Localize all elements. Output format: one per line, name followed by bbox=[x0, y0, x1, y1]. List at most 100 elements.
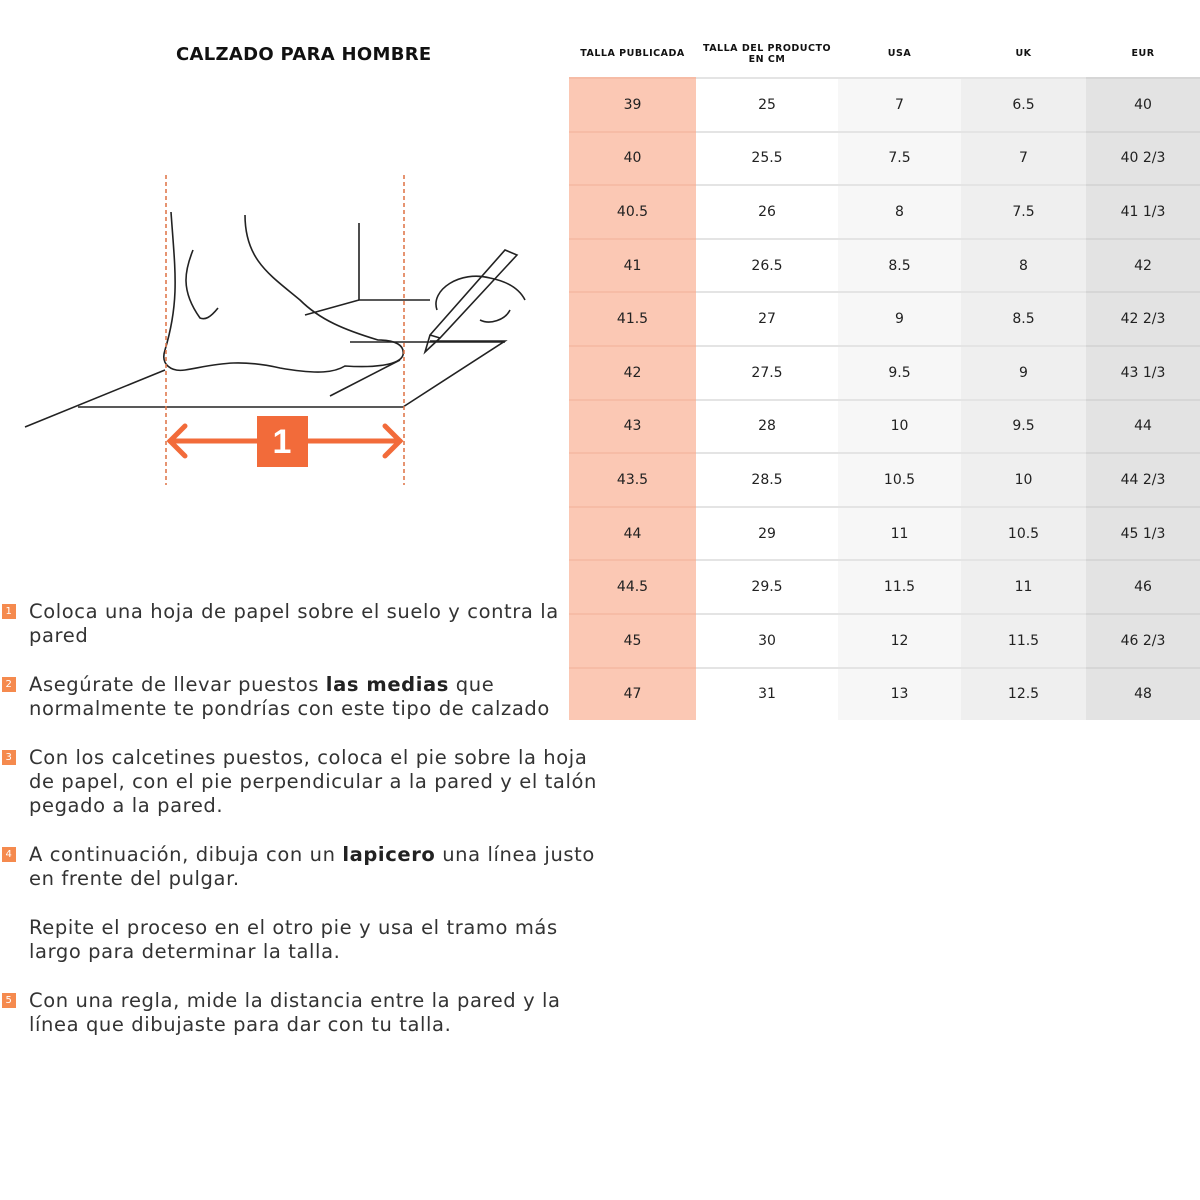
paper-sheet bbox=[78, 340, 508, 408]
table-cell: 26.5 bbox=[696, 237, 838, 293]
step-text: Asegúrate de llevar puestos bbox=[29, 673, 326, 696]
table-cell: 40 bbox=[1086, 77, 1200, 132]
table-row: 45 30 12 11.5 46 2/3 bbox=[569, 612, 1200, 668]
table-cell: 42 bbox=[1086, 237, 1200, 293]
page-title: CALZADO PARA HOMBRE bbox=[176, 44, 432, 65]
measure-badge-label: 1 bbox=[273, 423, 292, 461]
table-cell: 43 1/3 bbox=[1086, 344, 1200, 400]
table-cell: 7.5 bbox=[838, 130, 961, 186]
table-cell: 42 2/3 bbox=[1086, 291, 1200, 346]
table-cell: 7 bbox=[838, 77, 961, 132]
measure-badge bbox=[257, 416, 308, 467]
arrow-right-head bbox=[382, 423, 404, 459]
column-header: UK bbox=[1015, 48, 1032, 59]
table-cell: 11.5 bbox=[961, 612, 1086, 668]
step-text: Con los calcetines puestos, coloca el pi… bbox=[29, 746, 597, 817]
table-cell: 10 bbox=[961, 452, 1086, 507]
table-cell: 10.5 bbox=[838, 452, 961, 507]
step-text: Con una regla, mide la distancia entre l… bbox=[29, 989, 561, 1036]
step-number-badge: 5 bbox=[2, 993, 16, 1008]
wall-line bbox=[358, 223, 430, 301]
step-text: Repite el proceso en el otro pie y usa e… bbox=[29, 916, 558, 963]
table-cell: 7 bbox=[961, 130, 1086, 186]
table-cell: 42 bbox=[569, 344, 696, 400]
floor-line bbox=[24, 369, 166, 428]
step-number-badge: 2 bbox=[2, 677, 16, 692]
table-row: 43.5 28.5 10.5 10 44 2/3 bbox=[569, 452, 1200, 507]
column-header: TALLA DEL PRODUCTO EN CM bbox=[702, 42, 832, 65]
table-cell: 43 bbox=[569, 398, 696, 454]
step-emphasis: las medias bbox=[325, 673, 449, 696]
table-cell: 8.5 bbox=[838, 237, 961, 293]
table-cell: 25.5 bbox=[696, 130, 838, 186]
table-cell: 13 bbox=[838, 666, 961, 721]
table-cell: 11.5 bbox=[838, 559, 961, 614]
table-row: 47 31 13 12.5 48 bbox=[569, 666, 1200, 721]
step-text: que normalmente te pondrías con este tip… bbox=[29, 673, 550, 720]
table-row: 40 25.5 7.5 7 40 2/3 bbox=[569, 130, 1200, 186]
paper-edge bbox=[329, 359, 401, 397]
table-cell: 27.5 bbox=[696, 344, 838, 400]
table-cell: 44 bbox=[1086, 398, 1200, 454]
step-number-badge: 1 bbox=[2, 604, 16, 619]
column-header: TALLA PUBLICADA bbox=[580, 48, 685, 59]
table-cell: 45 1/3 bbox=[1086, 505, 1200, 561]
table-cell: 46 2/3 bbox=[1086, 612, 1200, 668]
table-cell: 44 2/3 bbox=[1086, 452, 1200, 507]
ankle-line bbox=[185, 249, 219, 320]
table-cell: 45 bbox=[569, 612, 696, 668]
table-cell: 48 bbox=[1086, 666, 1200, 721]
table-cell: 44 bbox=[569, 505, 696, 561]
table-cell: 40 2/3 bbox=[1086, 130, 1200, 186]
table-cell: 10.5 bbox=[961, 505, 1086, 561]
foot-outline bbox=[163, 211, 404, 373]
table-cell: 46 bbox=[1086, 559, 1200, 614]
table-row: 41.5 27 9 8.5 42 2/3 bbox=[569, 291, 1200, 346]
instruction-step: 1 Coloca una hoja de papel sobre el suelo… bbox=[0, 600, 600, 648]
table-cell: 25 bbox=[696, 77, 838, 132]
table-cell: 31 bbox=[696, 666, 838, 721]
table-cell: 9 bbox=[838, 291, 961, 346]
table-cell: 8 bbox=[961, 237, 1086, 293]
table-cell: 41.5 bbox=[569, 291, 696, 346]
table-row: 44 29 11 10.5 45 1/3 bbox=[569, 505, 1200, 561]
table-cell: 41 1/3 bbox=[1086, 184, 1200, 239]
table-cell: 7.5 bbox=[961, 184, 1086, 239]
hand-outline bbox=[435, 275, 526, 323]
table-cell: 8 bbox=[838, 184, 961, 239]
step-number-badge: 4 bbox=[2, 847, 16, 862]
table-cell: 9.5 bbox=[838, 344, 961, 400]
table-cell: 44.5 bbox=[569, 559, 696, 614]
column-header: EUR bbox=[1131, 48, 1155, 59]
instruction-step: 2 Asegúrate de llevar puestos las medias … bbox=[0, 673, 600, 721]
table-cell: 40.5 bbox=[569, 184, 696, 239]
table-cell: 30 bbox=[696, 612, 838, 668]
table-cell: 10 bbox=[838, 398, 961, 454]
instruction-step: 5 Con una regla, mide la distancia entre … bbox=[0, 989, 600, 1037]
instructions-list: 1 Coloca una hoja de papel sobre el suelo… bbox=[0, 600, 600, 1062]
table-cell: 29 bbox=[696, 505, 838, 561]
column-header: USA bbox=[887, 48, 912, 59]
table-row: 43 28 10 9.5 44 bbox=[569, 398, 1200, 454]
step-text: Coloca una hoja de papel sobre el suelo … bbox=[29, 600, 559, 647]
table-cell: 6.5 bbox=[961, 77, 1086, 132]
table-cell: 41 bbox=[569, 237, 696, 293]
table-cell: 47 bbox=[569, 666, 696, 721]
table-cell: 9 bbox=[961, 344, 1086, 400]
table-cell: 43.5 bbox=[569, 452, 696, 507]
table-row: 41 26.5 8.5 8 42 bbox=[569, 237, 1200, 293]
table-cell: 8.5 bbox=[961, 291, 1086, 346]
instruction-step: Repite el proceso en el otro pie y usa e… bbox=[0, 916, 600, 964]
instruction-step: 3 Con los calcetines puestos, coloca el p… bbox=[0, 746, 600, 818]
table-cell: 28.5 bbox=[696, 452, 838, 507]
table-row: 40.5 26 8 7.5 41 1/3 bbox=[569, 184, 1200, 239]
size-chart-table: TALLA PUBLICADA TALLA DEL PRODUCTO EN CM U… bbox=[569, 30, 1200, 721]
step-emphasis: lapicero bbox=[342, 843, 436, 866]
table-cell: 28 bbox=[696, 398, 838, 454]
table-cell: 27 bbox=[696, 291, 838, 346]
table-cell: 9.5 bbox=[961, 398, 1086, 454]
table-cell: 11 bbox=[838, 505, 961, 561]
foot-measurement-illustration: 1 bbox=[24, 175, 526, 485]
table-cell: 39 bbox=[569, 77, 696, 132]
